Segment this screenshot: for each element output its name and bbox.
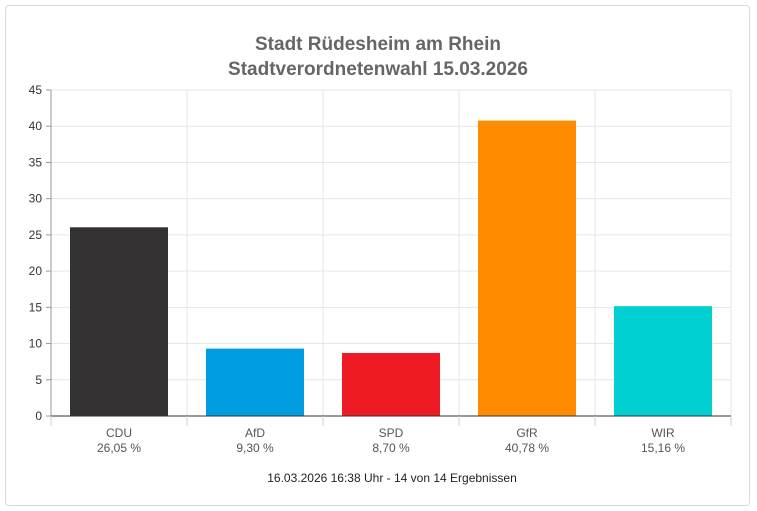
y-tick-label: 30	[29, 192, 43, 206]
y-tick-label: 10	[29, 337, 43, 351]
y-tick-label: 15	[29, 300, 43, 314]
x-category-label: AfD	[245, 426, 265, 440]
bar-spd	[342, 352, 440, 416]
x-value-label: 40,78 %	[505, 441, 549, 455]
x-value-label: 15,16 %	[641, 441, 685, 455]
x-category-label: SPD	[379, 426, 404, 440]
y-tick-label: 40	[29, 119, 43, 133]
bar-wir	[614, 306, 712, 416]
y-tick-label: 0	[35, 409, 42, 423]
y-tick-label: 5	[35, 373, 42, 387]
x-category-label: CDU	[106, 426, 132, 440]
chart-subtitle: Stadtverordnetenwahl 15.03.2026	[228, 59, 528, 80]
x-category-label: GfR	[516, 426, 538, 440]
y-axis: 0 5 10 15 20 25 30 35 40 45	[29, 83, 52, 426]
y-tick-label: 25	[29, 228, 43, 242]
footer-status: 16.03.2026 16:38 Uhr - 14 von 14 Ergebni…	[267, 471, 517, 485]
x-value-label: 26,05 %	[97, 441, 141, 455]
x-value-label: 9,30 %	[236, 441, 274, 455]
y-tick-label: 35	[29, 155, 43, 169]
y-tick-label: 20	[29, 264, 43, 278]
x-value-label: 8,70 %	[372, 441, 410, 455]
bar-gfr	[478, 120, 576, 416]
x-category-label: WIR	[651, 426, 675, 440]
bar-cdu	[70, 227, 168, 416]
bars	[70, 120, 712, 416]
bar-afd	[206, 348, 304, 416]
y-tick-label: 45	[29, 83, 43, 97]
chart-title: Stadt Rüdesheim am Rhein	[255, 34, 501, 55]
